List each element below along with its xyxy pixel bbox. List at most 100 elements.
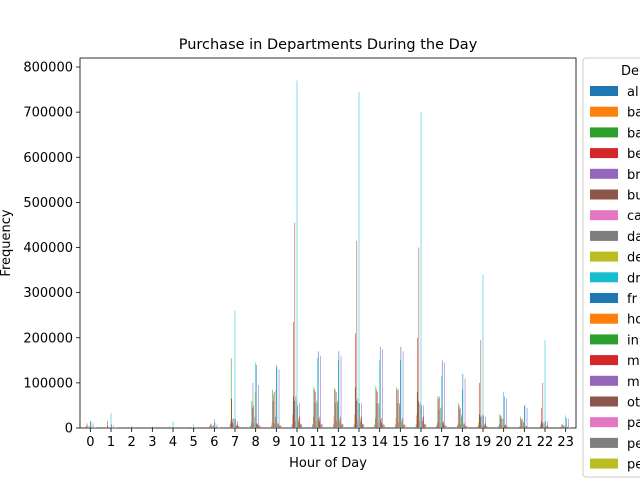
bar-h9-s12 [278, 424, 279, 428]
bar-h18-s7 [461, 414, 462, 428]
bar-h13-s10 [359, 403, 360, 428]
bar-h16-s14 [423, 405, 424, 428]
bar-h20-s1 [499, 424, 500, 428]
bar-h22-s15 [548, 427, 549, 428]
bar-h16-s13 [423, 417, 424, 428]
bar-h8-s5 [253, 405, 254, 428]
bar-h11-s9 [317, 358, 318, 428]
bar-h21-s13 [526, 426, 527, 428]
bar-h10-s8 [296, 401, 297, 428]
x-tick-label: 7 [231, 435, 239, 450]
legend-title: De [621, 64, 639, 79]
bar-h7-s11 [236, 425, 237, 428]
bar-h15-s17 [404, 425, 405, 428]
bar-h13-s0 [354, 424, 355, 428]
legend-box [583, 58, 640, 477]
bar-h10-s18 [302, 424, 303, 428]
bar-h16-s17 [425, 424, 426, 428]
bar-h21-s0 [519, 427, 520, 428]
bar-h18-s4 [459, 410, 460, 428]
bar-h8-s3 [252, 408, 253, 428]
legend-swatch [590, 355, 618, 365]
legend-swatch [590, 148, 618, 158]
bar-h8-s7 [254, 417, 255, 428]
bar-h11-s16 [321, 423, 322, 428]
bar-h1-s8 [110, 427, 111, 428]
bar-h17-s4 [439, 410, 440, 428]
bar-h15-s15 [403, 425, 404, 428]
bar-h17-s0 [437, 425, 438, 428]
bar-h15-s9 [400, 360, 401, 428]
bar-h23-s0 [561, 427, 562, 428]
bar-h22-s3 [541, 408, 542, 428]
bar-h14-s15 [383, 425, 384, 428]
bar-h14-s5 [377, 392, 378, 428]
x-tick-label: 2 [128, 435, 136, 450]
bar-h5-s9 [193, 424, 194, 428]
bar-h18-s14 [465, 378, 466, 428]
bar-h9-s9 [276, 365, 277, 428]
bar-h8-s0 [251, 426, 252, 428]
bar-h11-s8 [317, 403, 318, 428]
bar-h22-s13 [547, 426, 548, 428]
bar-h15-s18 [405, 425, 406, 428]
bar-h7-s3 [231, 399, 232, 428]
bar-h12-s15 [341, 424, 342, 428]
legend-label: pe [627, 437, 640, 452]
bar-h10-s7 [296, 396, 297, 428]
bar-h19-s18 [488, 427, 489, 428]
bar-h18-s2 [458, 403, 459, 428]
bar-h14-s12 [381, 423, 382, 428]
y-tick-label: 100000 [23, 376, 73, 391]
bar-h0-s14 [93, 423, 94, 428]
bar-h9-s17 [280, 426, 281, 428]
bar-h10-s3 [293, 322, 294, 428]
legend-label: ho [627, 313, 640, 328]
bar-h16-s15 [424, 424, 425, 428]
bar-h16-s16 [425, 423, 426, 428]
x-tick-label: 3 [148, 435, 156, 450]
bar-h18-s3 [459, 405, 460, 428]
bar-h21-s12 [526, 427, 527, 428]
bar-h0-s4 [87, 427, 88, 428]
bar-h12-s1 [334, 417, 335, 428]
bar-h6-s0 [209, 427, 210, 428]
bar-h20-s12 [505, 426, 506, 428]
bar-h14-s10 [380, 347, 381, 428]
bar-h8-s12 [257, 424, 258, 428]
bar-h6-s13 [216, 427, 217, 428]
bar-h7-s2 [231, 358, 232, 428]
bar-h13-s18 [364, 424, 365, 428]
bar-h6-s14 [217, 424, 218, 428]
bar-h16-s6 [419, 421, 420, 428]
bar-h22-s5 [543, 383, 544, 428]
y-tick-label: 0 [65, 422, 73, 437]
legend-swatch [590, 210, 618, 220]
bar-h16-s3 [417, 338, 418, 428]
legend-label: be [627, 147, 640, 162]
bar-h7-s4 [232, 423, 233, 428]
bar-h21-s10 [525, 405, 526, 428]
bar-h11-s11 [318, 419, 319, 428]
bar-h23-s1 [561, 427, 562, 428]
bar-h22-s14 [547, 421, 548, 428]
x-tick-label: 18 [454, 435, 471, 450]
bar-h15-s13 [402, 418, 403, 428]
legend-label: pe [627, 458, 640, 473]
bar-h13-s13 [361, 417, 362, 428]
bar-h18-s18 [467, 426, 468, 428]
x-tick-label: 9 [272, 435, 280, 450]
legend-label: da [627, 230, 640, 245]
bar-h15-s6 [398, 423, 399, 428]
bar-h6-s12 [216, 427, 217, 428]
bar-h18-s12 [464, 424, 465, 428]
bar-h23-s9 [565, 415, 566, 428]
bar-h20-s0 [499, 426, 500, 428]
bar-h18-s10 [463, 374, 464, 428]
bar-h6-s9 [214, 419, 215, 428]
bar-h14-s2 [376, 386, 377, 428]
bar-h11-s1 [313, 417, 314, 428]
bar-h22-s17 [549, 427, 550, 428]
bar-h7-s9 [235, 311, 236, 428]
bar-h18-s6 [460, 424, 461, 428]
